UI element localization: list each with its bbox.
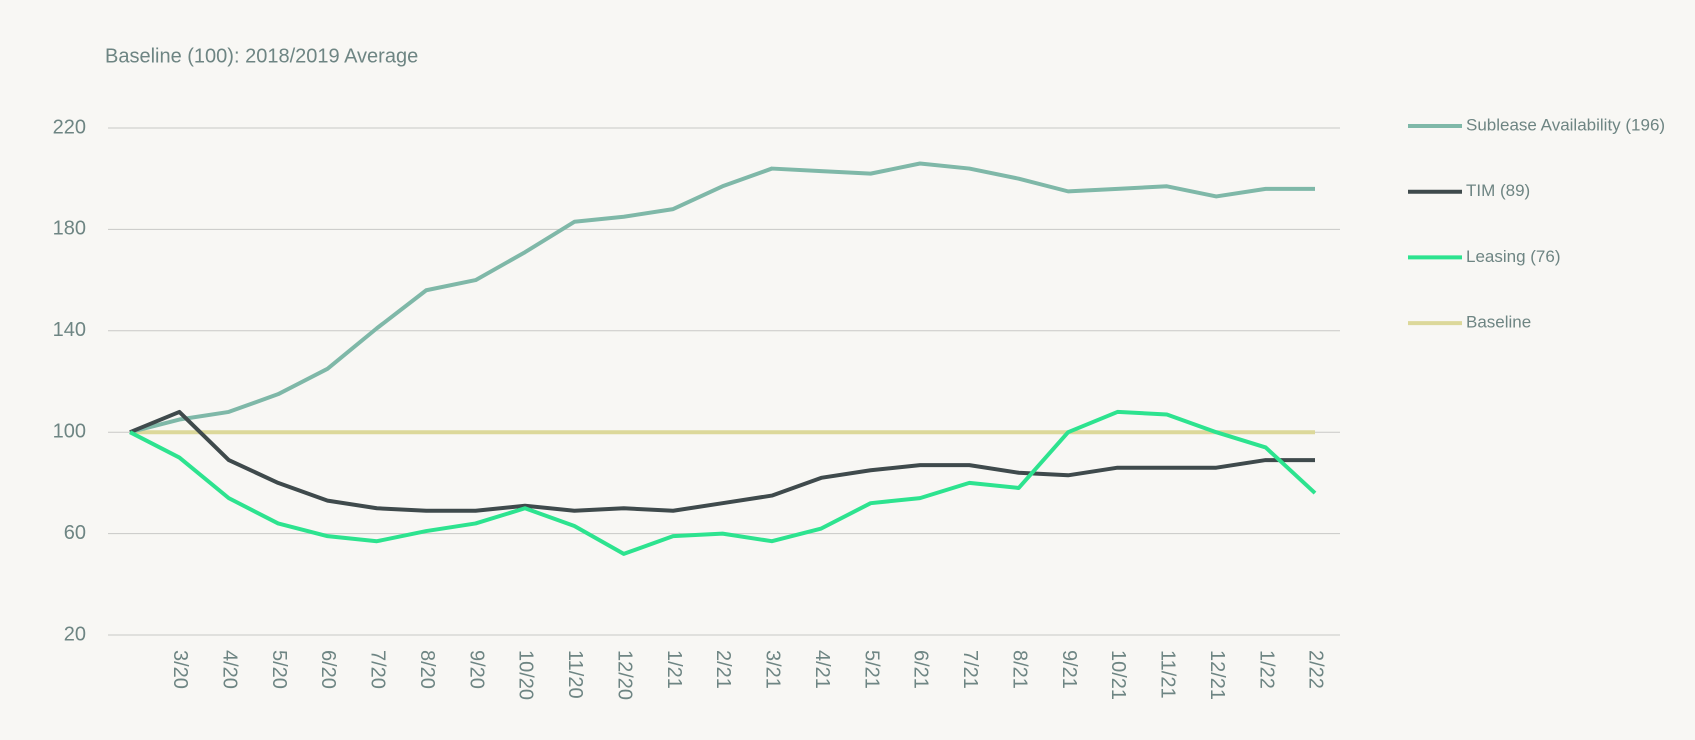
x-tick-label: 4/20 xyxy=(218,650,240,689)
x-tick-label: 10/21 xyxy=(1107,650,1129,700)
x-tick-label: 9/20 xyxy=(465,650,487,689)
y-tick-label: 100 xyxy=(53,420,86,442)
x-tick-label: 7/20 xyxy=(367,650,389,689)
x-tick-label: 5/20 xyxy=(268,650,290,689)
x-tick-label: 9/21 xyxy=(1058,650,1080,689)
x-tick-label: 11/21 xyxy=(1157,650,1179,699)
chart-subtitle: Baseline (100): 2018/2019 Average xyxy=(105,45,418,67)
x-tick-label: 4/21 xyxy=(811,650,833,689)
legend-label: Leasing (76) xyxy=(1466,247,1561,266)
y-tick-label: 20 xyxy=(64,623,86,645)
x-tick-label: 10/20 xyxy=(515,650,537,700)
x-tick-label: 12/20 xyxy=(613,650,635,700)
x-tick-label: 11/20 xyxy=(564,650,586,699)
line-series xyxy=(129,409,1315,513)
y-tick-label: 220 xyxy=(53,116,86,138)
legend-label: Sublease Availability (196) xyxy=(1466,115,1665,134)
x-tick-label: 7/21 xyxy=(959,650,981,689)
x-tick-label: 1/21 xyxy=(663,650,685,689)
line-series xyxy=(129,161,1315,435)
x-tick-label: 12/21 xyxy=(1206,650,1228,700)
line-series xyxy=(129,409,1317,556)
y-tick-label: 140 xyxy=(53,319,86,341)
x-tick-label: 8/21 xyxy=(1008,650,1030,689)
x-tick-label: 6/20 xyxy=(317,650,339,689)
x-tick-label: 3/21 xyxy=(762,650,784,689)
x-tick-label: 1/22 xyxy=(1255,650,1277,689)
x-tick-label: 6/21 xyxy=(910,650,932,689)
legend-label: TIM (89) xyxy=(1466,181,1530,200)
x-tick-label: 2/21 xyxy=(712,650,734,689)
x-tick-label: 3/20 xyxy=(169,650,191,689)
x-tick-label: 8/20 xyxy=(416,650,438,689)
x-tick-label: 5/21 xyxy=(860,650,882,689)
y-tick-label: 60 xyxy=(64,522,86,544)
legend-label: Baseline xyxy=(1466,313,1531,332)
y-tick-label: 180 xyxy=(53,218,86,240)
x-tick-label: 2/22 xyxy=(1305,650,1327,689)
